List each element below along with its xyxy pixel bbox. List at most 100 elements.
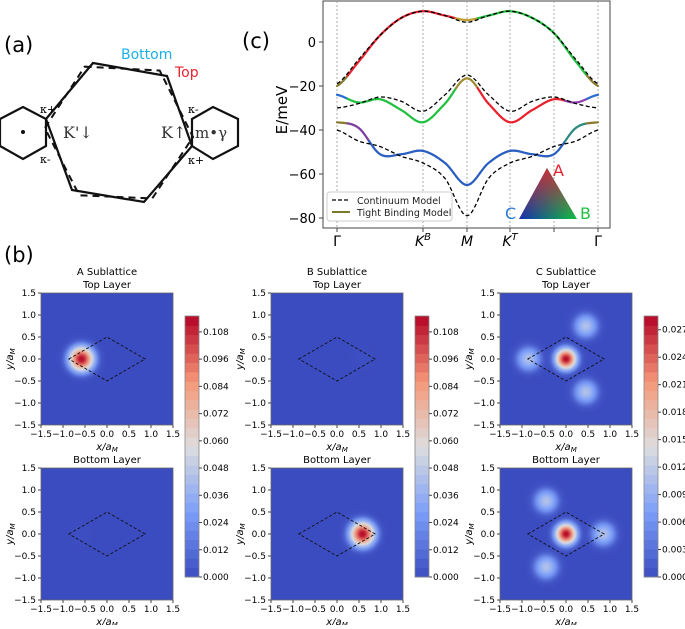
x-tick-label: 1.0 bbox=[144, 430, 159, 440]
y-tick-label: 0.0 bbox=[481, 355, 496, 365]
y-axis-label-subscript: M bbox=[239, 348, 247, 354]
colorbar-level bbox=[185, 419, 199, 429]
y-tick-label: −1.5 bbox=[14, 421, 36, 431]
colorbar-level bbox=[415, 540, 429, 550]
x-tick-label: M bbox=[461, 234, 473, 250]
colorbar-level bbox=[415, 512, 429, 522]
left-hexagon-center-dot bbox=[21, 130, 25, 134]
colorbar-level bbox=[185, 447, 199, 457]
x-axis-label-subscript: M bbox=[571, 446, 577, 454]
kappa-minus-left: κ- bbox=[40, 153, 51, 166]
colorbar-tick-label: 0.024 bbox=[203, 519, 229, 529]
colorbar-level bbox=[415, 419, 429, 429]
colorbar-tick-label: 0.012 bbox=[433, 546, 459, 556]
y-tick-label: 0.0 bbox=[22, 530, 37, 540]
colorbar-level bbox=[185, 530, 199, 540]
colorbar-level bbox=[185, 325, 199, 335]
heatmap-blobs bbox=[48, 501, 114, 567]
y-tick-label: 1.5 bbox=[252, 464, 266, 474]
colorbar-level bbox=[185, 474, 199, 484]
colorbar-tick-label: 0.018 bbox=[662, 408, 685, 418]
x-axis-label-main: x/a bbox=[95, 617, 111, 625]
x-tick-label: 1.0 bbox=[603, 430, 618, 440]
y-axis-label-main: y/a bbox=[464, 529, 475, 545]
y-axis-label: y/aM bbox=[235, 523, 247, 545]
colorbar-level bbox=[644, 512, 658, 522]
x-axis-label: x/aM bbox=[95, 442, 117, 454]
y-axis-label-subscript: M bbox=[468, 523, 476, 529]
y-axis-label-main: y/a bbox=[5, 529, 16, 545]
x-tick-label: −1.0 bbox=[52, 605, 74, 615]
colorbar-tick-label: 0.012 bbox=[662, 463, 685, 473]
y-axis-label-main: y/a bbox=[235, 354, 246, 370]
colorbar-level bbox=[415, 344, 429, 354]
bottom-label: Bottom bbox=[121, 47, 172, 63]
y-axis-label: y/aM bbox=[5, 348, 17, 370]
x-tick-label-main: Γ bbox=[333, 234, 341, 250]
x-tick-label: 0.5 bbox=[352, 605, 366, 615]
colorbar-level bbox=[644, 363, 658, 373]
panel-a-label: (a) bbox=[4, 33, 33, 57]
colorbar-level bbox=[185, 381, 199, 391]
y-tick-label: −1.0 bbox=[244, 574, 266, 584]
density-blob bbox=[559, 366, 612, 419]
y-tick-label: −1.0 bbox=[244, 399, 266, 409]
colorbar-level bbox=[415, 363, 429, 373]
x-tick-label: 1.5 bbox=[396, 605, 410, 615]
colorbar-level bbox=[185, 353, 199, 363]
colorbar-level bbox=[415, 474, 429, 484]
colorbar-level bbox=[644, 530, 658, 540]
y-tick-label: −1.5 bbox=[244, 596, 266, 606]
colorbar-level bbox=[185, 363, 199, 373]
colorbar-level bbox=[415, 493, 429, 503]
x-tick-label: 1.0 bbox=[144, 605, 159, 615]
tight-binding-band-2-segment bbox=[596, 95, 598, 96]
x-axis-label-subscript: M bbox=[342, 621, 348, 625]
x-tick-label: −1.0 bbox=[282, 430, 304, 440]
density-blob bbox=[520, 541, 573, 594]
y-tick-label: 0.0 bbox=[252, 355, 267, 365]
k-up-label: K↑ bbox=[161, 123, 186, 142]
heatmap-blobs bbox=[330, 326, 396, 392]
colorbar-tick-label: 0.012 bbox=[203, 546, 229, 556]
colorbar-level bbox=[415, 437, 429, 447]
colorbar-level bbox=[185, 409, 199, 419]
y-tick-label: −60 bbox=[289, 168, 316, 183]
colorbar-tick-label: 0.108 bbox=[433, 328, 459, 338]
colorbar-level bbox=[644, 568, 658, 578]
colorbar: 0.0000.0030.0060.0090.0120.0150.0180.021… bbox=[644, 316, 685, 583]
density-blob bbox=[559, 300, 612, 353]
x-axis-label-subscript: M bbox=[342, 446, 348, 454]
x-tick-label: 1.0 bbox=[374, 430, 389, 440]
x-axis-label: x/aM bbox=[325, 442, 347, 454]
x-tick-label-superscript: T bbox=[512, 232, 519, 243]
colorbar-level bbox=[185, 391, 199, 401]
colorbar-level bbox=[415, 558, 429, 568]
x-axis-label-subscript: M bbox=[571, 621, 577, 625]
panel-title: Top Layer bbox=[541, 280, 591, 291]
colorbar-level bbox=[415, 484, 429, 494]
y-tick-label: −1.0 bbox=[473, 399, 495, 409]
colorbar-tick-label: 0.015 bbox=[662, 436, 685, 446]
y-tick-label: 1.5 bbox=[252, 289, 266, 299]
panel-a-diagram: (a) Bottom Top κ+ κ- K'↓ K↑ m•γ κ- κ+ bbox=[0, 33, 238, 210]
column-title: A Sublattice bbox=[77, 267, 137, 278]
x-tick-label: −1.0 bbox=[511, 430, 533, 440]
band-ylabel: E/meV bbox=[273, 85, 291, 134]
colorbar-tick-label: 0.072 bbox=[433, 410, 459, 420]
colorbar-tick-label: 0.000 bbox=[203, 573, 229, 583]
x-axis-label-main: x/a bbox=[95, 442, 111, 453]
x-axis-label-main: x/a bbox=[325, 617, 341, 625]
x-tick-label: −1.0 bbox=[282, 605, 304, 615]
panel-b-label: (b) bbox=[4, 243, 34, 267]
colorbar-level bbox=[644, 474, 658, 484]
y-tick-label: 0.0 bbox=[481, 530, 496, 540]
colorbar-level bbox=[644, 558, 658, 568]
x-tick-label: −0.5 bbox=[304, 605, 326, 615]
y-tick-label: 1.0 bbox=[252, 486, 267, 496]
x-tick-label: KB bbox=[415, 232, 431, 250]
y-tick-label: 0.5 bbox=[481, 508, 495, 518]
colorbar-tick-label: 0.006 bbox=[662, 518, 685, 528]
y-tick-label: 0.5 bbox=[252, 508, 266, 518]
